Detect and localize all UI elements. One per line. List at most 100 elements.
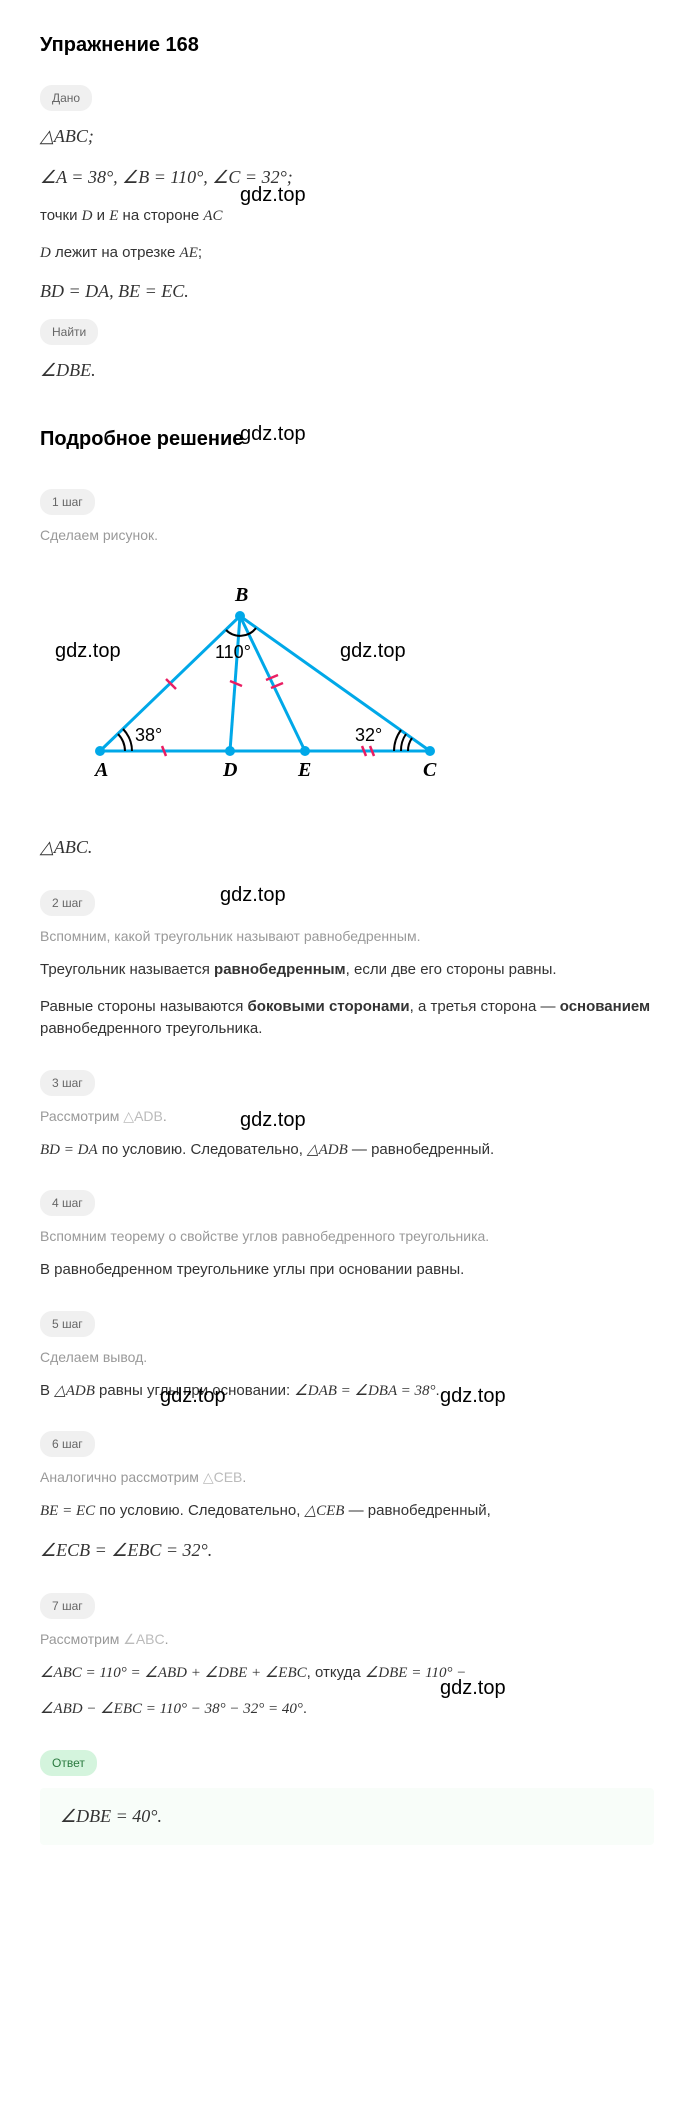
- step1-section: 1 шаг Сделаем рисунок.: [40, 474, 654, 546]
- text-part: по условию. Следовательно,: [98, 1141, 307, 1158]
- text-part: ;: [198, 244, 202, 261]
- diagram-container: gdz.top gdz.top B: [40, 576, 654, 804]
- step6-badge: 6 шаг: [40, 1431, 95, 1457]
- vertex-B: [235, 611, 245, 621]
- text-part: Равные стороны называются: [40, 998, 248, 1015]
- bold-part: основанием: [560, 998, 650, 1015]
- step7-section: 7 шаг Рассмотрим ∠ABC. ∠ABC = 110° = ∠AB…: [40, 1578, 654, 1721]
- math-part: ∠DBE = 110° −: [365, 1665, 466, 1681]
- math-part: ∠ABD − ∠EBC = 110° − 38° − 32° = 40°: [40, 1701, 303, 1717]
- given-line2: ∠A = 38°, ∠B = 110°, ∠C = 32°;: [40, 164, 654, 191]
- step3-section: 3 шаг Рассмотрим △ADB. gdz.top BD = DA п…: [40, 1055, 654, 1162]
- math-part: △CEB: [305, 1503, 345, 1519]
- step2-text1: Треугольник называется равнобедренным, е…: [40, 959, 654, 982]
- given-line1: △ABC;: [40, 123, 654, 150]
- triangle-diagram: B A D E C 110° 38° 32°: [40, 576, 460, 796]
- text-part: .: [165, 1631, 169, 1647]
- given-section: Дано △ABC; ∠A = 38°, ∠B = 110°, ∠C = 32°…: [40, 85, 654, 305]
- math-part: △ADB: [307, 1142, 348, 1158]
- vertex-D: [225, 746, 235, 756]
- step6-desc: Аналогично рассмотрим △CEB.: [40, 1467, 654, 1488]
- math-part: BD = DA: [40, 1142, 98, 1158]
- step5-text1: В △ADB равны углы при основании: ∠DAB = …: [40, 1380, 654, 1403]
- solution-title-text: Подробное решение: [40, 428, 243, 450]
- answer-box: ∠DBE = 40°.: [40, 1788, 654, 1845]
- text-part: Треугольник называется: [40, 961, 214, 978]
- text-part: Аналогично рассмотрим: [40, 1469, 203, 1485]
- step6-text2: ∠ECB = ∠EBC = 32°.: [40, 1537, 654, 1564]
- answer-section: Ответ ∠DBE = 40°.: [40, 1735, 654, 1845]
- label-38: 38°: [135, 725, 162, 745]
- step6-section: 6 шаг Аналогично рассмотрим △CEB. BE = E…: [40, 1416, 654, 1564]
- step7-text1: ∠ABC = 110° = ∠ABD + ∠DBE + ∠EBC, откуда…: [40, 1662, 654, 1685]
- watermark: gdz.top: [240, 419, 306, 449]
- text-part: Рассмотрим: [40, 1108, 123, 1124]
- exercise-title: Упражнение 168: [40, 30, 654, 60]
- math-part: ∠ABC = 110° = ∠ABD + ∠DBE + ∠EBC: [40, 1665, 307, 1681]
- step2-text2: Равные стороны называются боковыми сторо…: [40, 996, 654, 1041]
- bold-part: боковыми сторонами: [248, 998, 410, 1015]
- label-D: D: [222, 759, 237, 781]
- math-var: AE: [180, 245, 198, 261]
- text-part: — равнобедренный,: [344, 1502, 490, 1519]
- math-part: ∠DAB = ∠DBA = 38°: [294, 1383, 435, 1399]
- math-gray: △CEB: [203, 1469, 243, 1485]
- step3-desc: Рассмотрим △ADB.: [40, 1106, 654, 1127]
- step3-text1: BD = DA по условию. Следовательно, △ADB …: [40, 1139, 654, 1162]
- step7-badge: 7 шаг: [40, 1593, 95, 1619]
- solution-title: Подробное решение gdz.top: [40, 424, 654, 454]
- math-var: D: [40, 245, 51, 261]
- text-part: и: [92, 207, 109, 224]
- step4-desc: Вспомним теорему о свойстве углов равноб…: [40, 1226, 654, 1247]
- math-var: D: [82, 208, 93, 224]
- answer-badge: Ответ: [40, 1750, 97, 1776]
- text-part: .: [163, 1108, 167, 1124]
- text-part: .: [242, 1469, 246, 1485]
- arc-B: [226, 628, 256, 636]
- step4-badge: 4 шаг: [40, 1190, 95, 1216]
- arc-C3: [394, 730, 401, 751]
- step2-desc: Вспомним, какой треугольник называют рав…: [40, 926, 654, 947]
- label-A: A: [93, 759, 108, 781]
- given-badge: Дано: [40, 85, 92, 111]
- text-part: по условию. Следовательно,: [95, 1502, 304, 1519]
- step2-section: gdz.top 2 шаг Вспомним, какой треугольни…: [40, 875, 654, 1041]
- find-section: Найти ∠DBE.: [40, 319, 654, 384]
- cevian-BE: [240, 616, 305, 751]
- math-var: AC: [203, 208, 222, 224]
- math-part: △ADB: [54, 1383, 95, 1399]
- step7-desc: Рассмотрим ∠ABC.: [40, 1629, 654, 1650]
- arc-C1: [408, 738, 412, 751]
- text-part: .: [303, 1700, 307, 1717]
- text-part: , если две его стороны равны.: [346, 961, 557, 978]
- given-line3: точки D и E на стороне AC: [40, 205, 654, 228]
- text-part: , а третья сторона —: [410, 998, 560, 1015]
- step2-badge: 2 шаг: [40, 890, 95, 916]
- after-diagram-line: △ABC.: [40, 834, 654, 861]
- vertex-A: [95, 746, 105, 756]
- step6-text1: BE = EC по условию. Следовательно, △CEB …: [40, 1500, 654, 1523]
- step5-section: 5 шаг Сделаем вывод. В △ADB равны углы п…: [40, 1296, 654, 1403]
- watermark: gdz.top: [220, 880, 286, 910]
- text-part: .: [435, 1382, 439, 1399]
- math-gray: △ADB: [123, 1108, 163, 1124]
- step1-badge: 1 шаг: [40, 489, 95, 515]
- step3-badge: 3 шаг: [40, 1070, 95, 1096]
- step4-section: 4 шаг Вспомним теорему о свойстве углов …: [40, 1175, 654, 1282]
- arc-C2: [401, 734, 406, 751]
- text-part: на стороне: [118, 207, 203, 224]
- text-part: , откуда: [307, 1664, 365, 1681]
- label-110: 110°: [215, 642, 251, 662]
- label-32: 32°: [355, 725, 382, 745]
- step1-desc: Сделаем рисунок.: [40, 525, 654, 546]
- math-gray: ∠ABC: [123, 1631, 164, 1647]
- given-line5: BD = DA, BE = EC.: [40, 278, 654, 305]
- arc-A1: [118, 734, 125, 751]
- label-C: C: [423, 759, 437, 781]
- math-part: BE = EC: [40, 1503, 95, 1519]
- text-part: Рассмотрим: [40, 1631, 123, 1647]
- find-line1: ∠DBE.: [40, 357, 654, 384]
- given-line4: D лежит на отрезке AE;: [40, 242, 654, 265]
- find-badge: Найти: [40, 319, 98, 345]
- step7-text2: ∠ABD − ∠EBC = 110° − 38° − 32° = 40°.: [40, 1698, 654, 1721]
